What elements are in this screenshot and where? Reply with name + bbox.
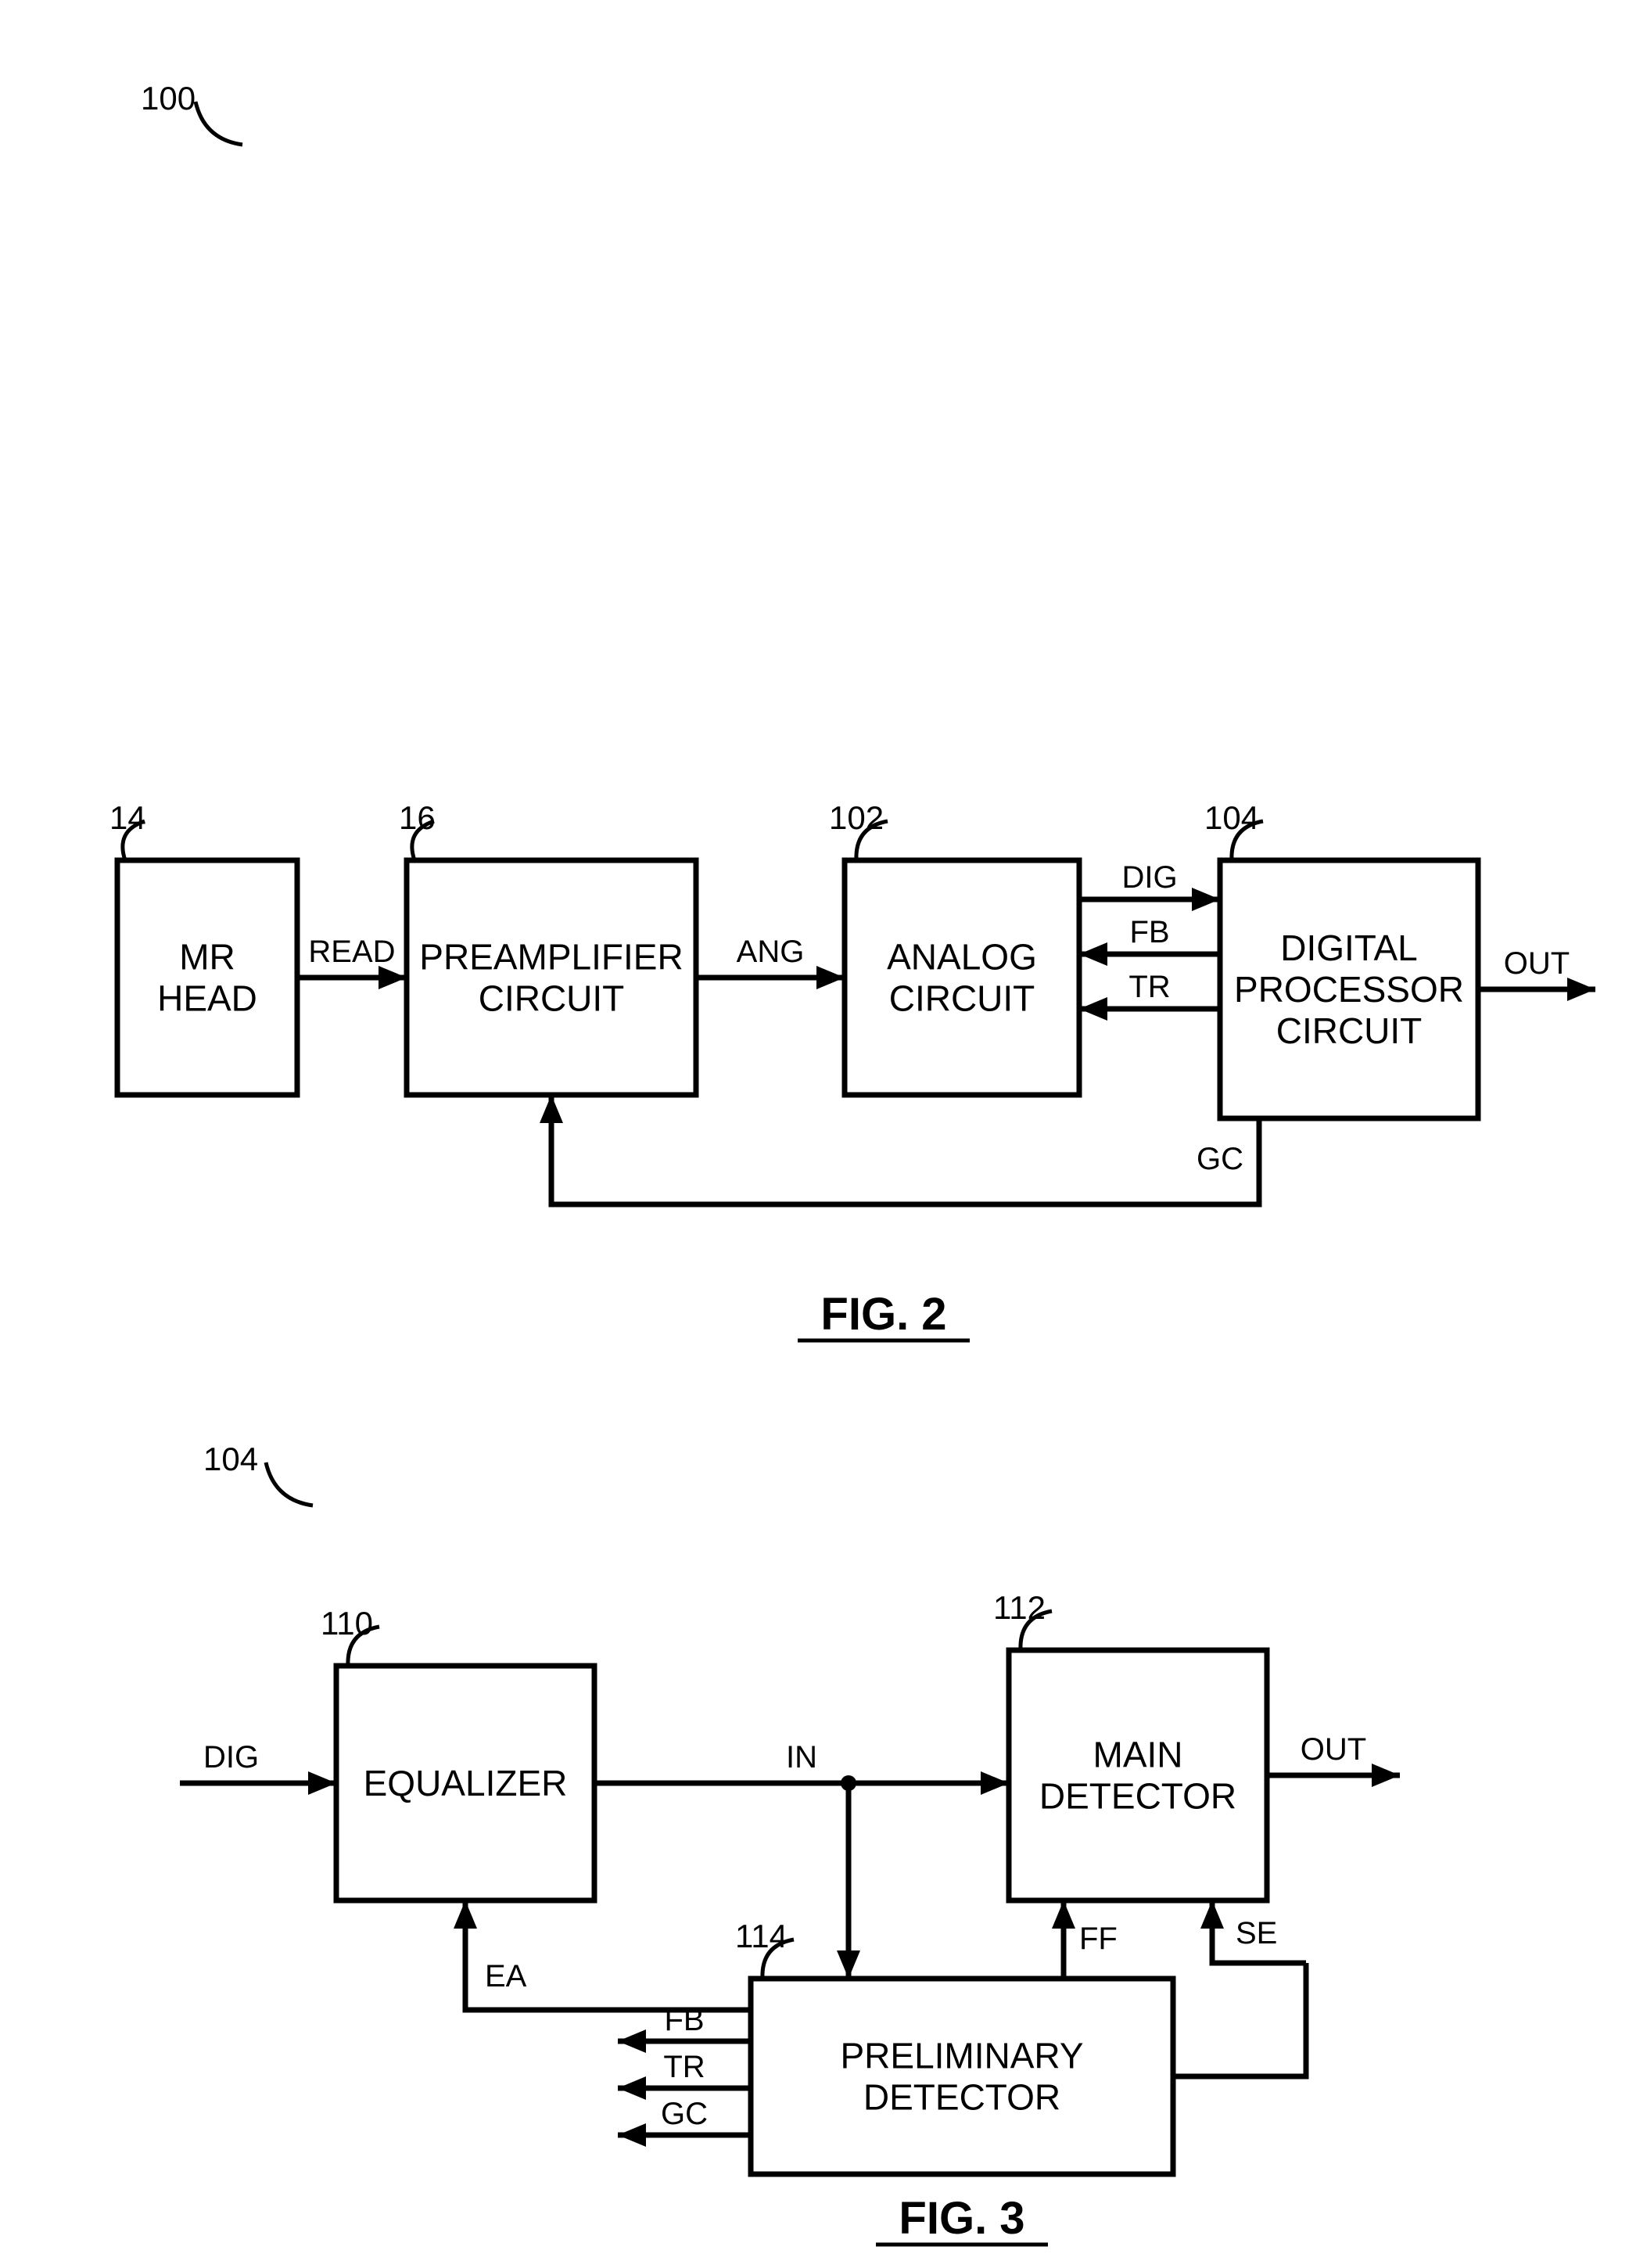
svg-text:MAIN: MAIN xyxy=(1093,1735,1183,1775)
ref-100: 100 xyxy=(141,80,196,117)
svg-text:OUT: OUT xyxy=(1504,946,1570,981)
svg-text:IN: IN xyxy=(786,1740,817,1775)
svg-text:CIRCUIT: CIRCUIT xyxy=(479,978,625,1019)
svg-text:PROCESSOR: PROCESSOR xyxy=(1234,969,1464,1010)
svg-text:102: 102 xyxy=(829,799,884,836)
svg-text:TR: TR xyxy=(663,2050,705,2084)
svg-text:DETECTOR: DETECTOR xyxy=(1039,1776,1236,1817)
svg-text:FIG. 3: FIG. 3 xyxy=(899,2193,1024,2244)
svg-text:FB: FB xyxy=(664,2003,704,2037)
svg-text:SE: SE xyxy=(1236,1916,1277,1950)
svg-text:CIRCUIT: CIRCUIT xyxy=(1276,1010,1423,1051)
svg-text:ANALOG: ANALOG xyxy=(887,937,1037,978)
svg-text:EA: EA xyxy=(485,1959,527,1993)
svg-text:DIG: DIG xyxy=(203,1740,259,1775)
svg-text:110: 110 xyxy=(321,1605,373,1642)
svg-text:114: 114 xyxy=(735,1918,788,1954)
svg-text:EQUALIZER: EQUALIZER xyxy=(364,1763,568,1803)
svg-text:FF: FF xyxy=(1079,1922,1118,1956)
svg-text:TR: TR xyxy=(1128,970,1170,1004)
svg-text:DETECTOR: DETECTOR xyxy=(863,2077,1060,2118)
svg-text:GC: GC xyxy=(661,2097,708,2131)
svg-text:DIG: DIG xyxy=(1121,860,1177,895)
svg-text:FB: FB xyxy=(1129,915,1169,949)
svg-text:112: 112 xyxy=(993,1589,1046,1626)
svg-text:PREAMPLIFIER: PREAMPLIFIER xyxy=(419,937,683,978)
svg-text:PRELIMINARY: PRELIMINARY xyxy=(840,2036,1083,2076)
svg-text:OUT: OUT xyxy=(1301,1732,1366,1767)
svg-text:104: 104 xyxy=(1204,799,1259,836)
svg-text:READ: READ xyxy=(308,935,395,969)
svg-text:GC: GC xyxy=(1197,1142,1243,1176)
svg-text:ANG: ANG xyxy=(737,935,805,969)
svg-text:HEAD: HEAD xyxy=(157,978,257,1019)
svg-text:CIRCUIT: CIRCUIT xyxy=(889,978,1035,1019)
svg-text:DIGITAL: DIGITAL xyxy=(1280,928,1418,968)
svg-text:FIG. 2: FIG. 2 xyxy=(820,1289,946,1340)
svg-text:MR: MR xyxy=(179,937,235,978)
ref-104: 104 xyxy=(203,1441,258,1477)
